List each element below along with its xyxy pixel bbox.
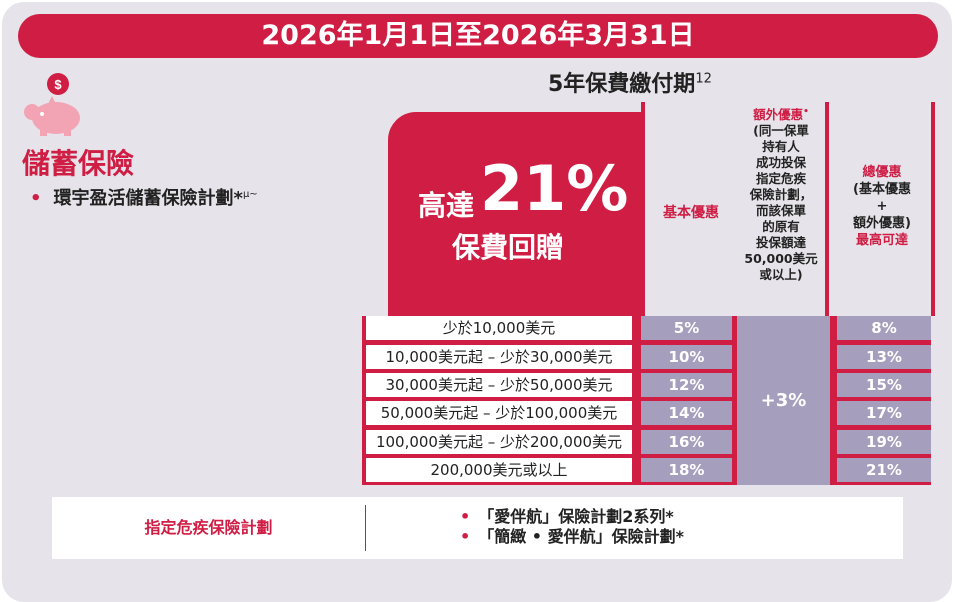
- tier-range: 200,000美元或以上: [366, 458, 632, 482]
- tier-range: 100,000美元起 – 少於200,000美元: [366, 430, 632, 454]
- extra-offer-desc: (同一保單 持有人 成功投保 指定危疾 保險計劃， 而該保單 的原有 投保額達 …: [744, 123, 818, 283]
- extra-offer-title: 額外優惠•: [753, 107, 809, 123]
- total-offer-desc-2: +: [876, 199, 888, 214]
- tier-range: 50,000美元起 – 少於100,000美元: [366, 401, 632, 425]
- bullet-icon: •: [30, 188, 42, 209]
- bullet-icon: •: [460, 507, 471, 526]
- promo-up-to: 高達: [418, 189, 475, 222]
- list-item: • 「愛伴航」保險計劃2系列*: [460, 507, 674, 526]
- promotion-period-banner: 2026年1月1日至2026年3月31日: [18, 14, 938, 58]
- list-item: • 「簡緻 • 愛伴航」保險計劃*: [460, 527, 684, 546]
- critical-illness-plan-list: • 「愛伴航」保險計劃2系列* • 「簡緻 • 愛伴航」保險計劃*: [460, 507, 684, 547]
- rebate-promo-box: 高達 21% 保費回贈: [388, 112, 641, 316]
- promo-premium-rebate: 保費回贈: [452, 231, 565, 264]
- premium-tier-table: 少於10,000美元 5% 8% 10,000美元起 – 少於30,000美元 …: [362, 316, 931, 485]
- tier-basic-rate: 10%: [641, 345, 732, 369]
- category-title: 儲蓄保險: [22, 147, 135, 180]
- tier-total-rate: 13%: [837, 345, 931, 369]
- basic-offer-label: 基本優惠: [663, 205, 719, 221]
- critical-illness-plans-box: 指定危疾保險計劃 • 「愛伴航」保險計劃2系列* • 「簡緻 • 愛伴航」保險計劃*: [52, 497, 903, 559]
- tier-basic-rate: 18%: [641, 458, 732, 482]
- total-offer-desc-3: 額外優惠): [853, 216, 911, 231]
- divider: [365, 505, 366, 551]
- extra-offer-header: 額外優惠• (同一保單 持有人 成功投保 指定危疾 保險計劃， 而該保單 的原有…: [737, 102, 829, 316]
- total-offer-title: 總優惠: [862, 165, 902, 180]
- tier-basic-rate: 14%: [641, 401, 732, 425]
- tier-basic-rate: 12%: [641, 373, 732, 397]
- payment-period-heading: 5年保費繳付期12: [548, 66, 712, 98]
- plan-name: 環宇盈活儲蓄保險計劃*: [53, 188, 243, 209]
- tier-range: 10,000美元起 – 少於30,000美元: [366, 345, 632, 369]
- tier-total-rate: 21%: [837, 458, 931, 482]
- bullet-icon: •: [460, 527, 471, 546]
- tier-total-rate: 17%: [837, 401, 931, 425]
- svg-text:$: $: [54, 77, 62, 92]
- tier-basic-rate: 5%: [641, 316, 732, 340]
- tier-total-rate: 8%: [837, 316, 931, 340]
- total-offer-desc-1: (基本優惠: [853, 182, 911, 197]
- extra-offer-value: +3%: [737, 316, 830, 485]
- piggy-bank-icon: $: [24, 73, 80, 136]
- tier-total-rate: 15%: [837, 373, 931, 397]
- plan-list-item: • 環宇盈活儲蓄保險計劃*μ~: [30, 184, 258, 210]
- plan-footnote: μ~: [242, 189, 258, 200]
- promo-percentage: 21%: [480, 152, 629, 225]
- tier-range: 少於10,000美元: [366, 316, 632, 340]
- tier-basic-rate: 16%: [641, 430, 732, 454]
- total-offer-header: 總優惠 (基本優惠 + 額外優惠) 最高可達: [833, 102, 935, 316]
- critical-illness-title: 指定危疾保險計劃: [144, 518, 273, 537]
- payment-period-footnote: 12: [695, 71, 712, 87]
- total-offer-max: 最高可達: [855, 233, 908, 248]
- basic-offer-header: 基本優惠: [641, 102, 741, 316]
- tier-range: 30,000美元起 – 少於50,000美元: [366, 373, 632, 397]
- tier-total-rate: 19%: [837, 430, 931, 454]
- payment-period-label: 5年保費繳付期: [548, 72, 696, 97]
